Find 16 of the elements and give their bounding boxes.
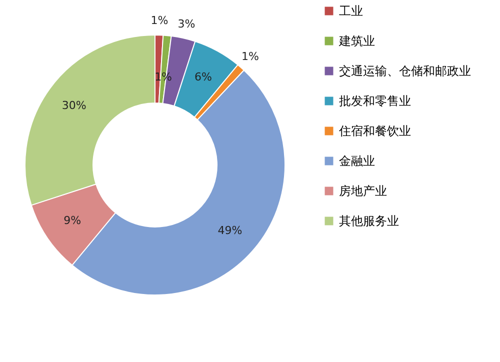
data-label: 30%: [62, 99, 86, 112]
data-label: 9%: [64, 214, 82, 228]
legend-label: 其他服务业: [339, 214, 399, 228]
data-label: 3%: [178, 17, 196, 30]
data-label: 6%: [194, 70, 212, 84]
data-label: 49%: [218, 224, 242, 238]
legend-label: 住宿和餐饮业: [338, 124, 411, 138]
data-label: 1%: [150, 14, 168, 28]
legend-label: 交通运输、仓储和邮政业: [339, 64, 471, 78]
legend-label: 批发和零售业: [339, 94, 411, 108]
data-label: 1%: [242, 50, 259, 63]
legend-label: 房地产业: [339, 184, 387, 198]
legend-label: 建筑业: [338, 34, 375, 48]
data-label: 1%: [154, 70, 172, 84]
legend-label: 工业: [339, 4, 363, 18]
legend-label: 金融业: [339, 154, 375, 168]
